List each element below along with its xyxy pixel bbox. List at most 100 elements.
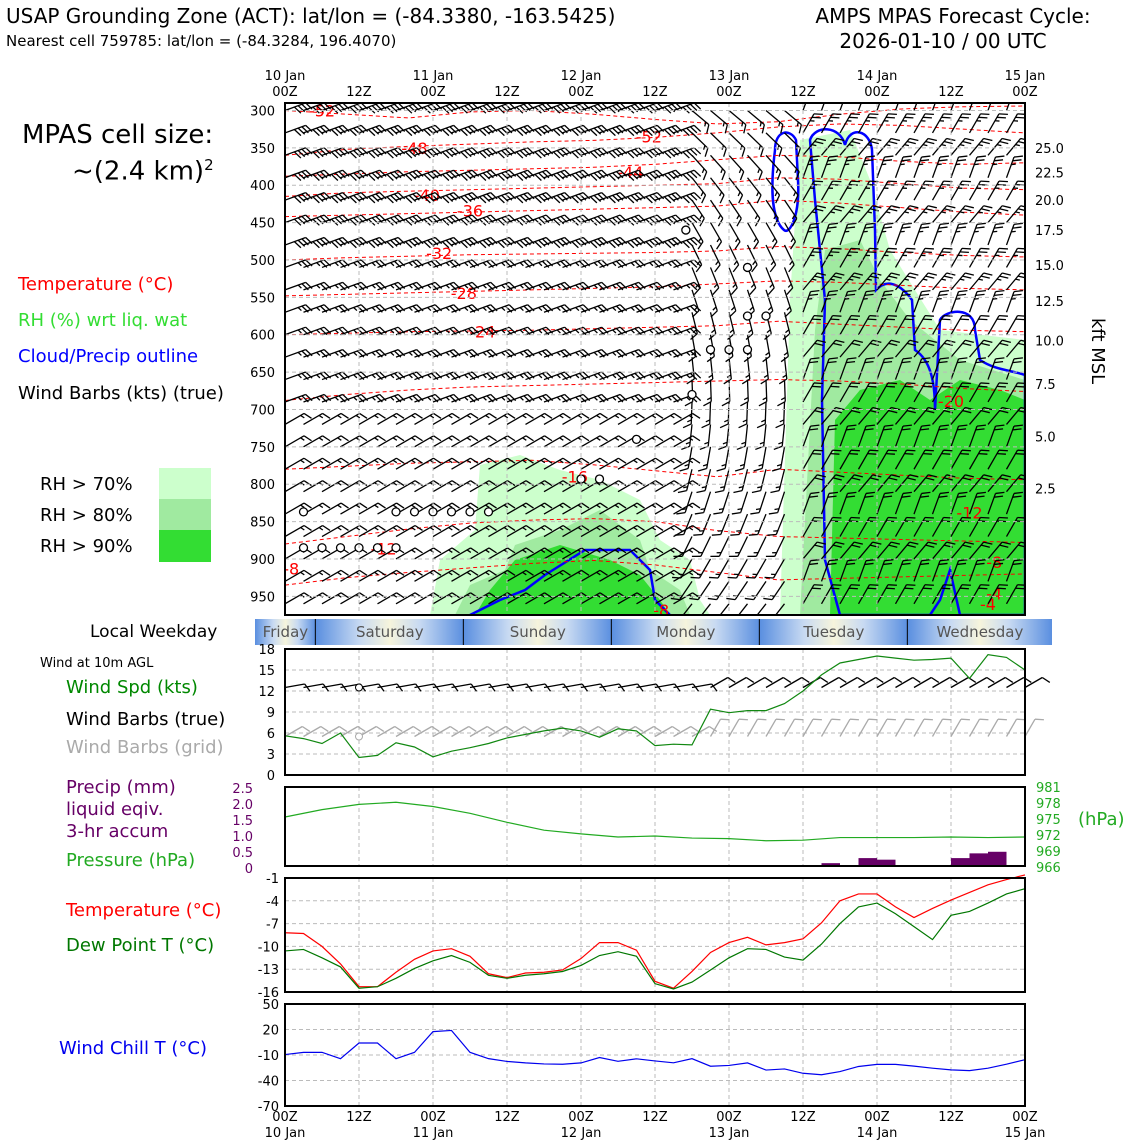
barb-half — [796, 121, 799, 127]
wind-barb — [1005, 180, 1025, 201]
wind-barb — [913, 180, 934, 201]
barb-flag — [673, 480, 682, 487]
wind-barb — [839, 137, 863, 156]
grid-wind-barb — [284, 725, 311, 738]
barb-flag — [534, 196, 542, 204]
barb-half — [612, 351, 617, 356]
wind-barb — [987, 222, 1005, 246]
barb-flag — [890, 339, 900, 343]
wind-tick-label: 12 — [258, 685, 275, 700]
barb-flag — [390, 217, 398, 225]
barb-flag — [978, 318, 988, 321]
barb-staff — [784, 676, 803, 689]
wind-barb — [775, 401, 786, 429]
barb-flag — [977, 86, 986, 92]
wind-barb — [876, 315, 897, 336]
barb-flag — [649, 194, 657, 203]
barb-flag — [941, 318, 951, 321]
barb-flag — [978, 251, 988, 254]
barb-half — [501, 329, 506, 334]
barb-flag — [782, 333, 791, 340]
barb-half — [696, 260, 701, 266]
barb-flag — [501, 194, 509, 203]
wind-barb — [691, 199, 705, 227]
calm-wind-marker — [446, 507, 457, 517]
wind-barb — [636, 236, 665, 249]
barb-half — [941, 211, 946, 214]
barb-flag — [449, 725, 459, 732]
barb-flag — [975, 293, 985, 297]
barb-staff — [857, 103, 867, 111]
barb-flag — [1031, 157, 1040, 163]
wind-barb — [857, 103, 867, 111]
barb-flag — [693, 192, 702, 200]
barb-flag — [359, 412, 368, 419]
barb-flag — [390, 239, 398, 247]
legend-cloud: Cloud/Precip outline — [18, 346, 199, 367]
barb-flag — [809, 360, 819, 364]
barb-staff — [746, 718, 759, 737]
barb-flag — [371, 194, 380, 203]
wind-barb — [693, 513, 712, 536]
barb-flag — [404, 129, 413, 137]
barb-half — [738, 168, 742, 174]
grid-wind-barb — [617, 725, 644, 738]
barb-half — [649, 307, 654, 312]
barb-flag — [850, 247, 860, 250]
barb-flag — [414, 524, 423, 531]
barb-flag — [689, 215, 698, 224]
barb-half — [957, 120, 963, 122]
wind-barb — [1005, 247, 1025, 268]
wind-barb — [839, 272, 863, 291]
barb-flag — [767, 533, 777, 536]
wind-barb — [746, 199, 761, 227]
barb-flag — [482, 150, 491, 158]
true-wind-barb — [876, 676, 903, 689]
barb-flag — [589, 241, 598, 249]
wind-barb — [710, 536, 730, 558]
barb-flag — [636, 412, 645, 419]
barb-flag — [846, 293, 856, 297]
wind-barb — [688, 334, 697, 363]
barb-flag — [925, 275, 935, 279]
wind-barb — [768, 491, 786, 515]
barb-half — [316, 307, 321, 312]
wind-barb — [543, 304, 572, 313]
grid-wind-barb — [765, 718, 785, 737]
barb-flag — [693, 371, 702, 379]
pressure-tick-label: 972 — [1036, 829, 1061, 844]
wind-barb — [1024, 517, 1025, 537]
wind-barb — [728, 267, 738, 295]
wind-barb — [950, 315, 971, 336]
wind-barb — [599, 192, 628, 204]
barb-flag — [349, 196, 357, 204]
barb-staff — [395, 725, 414, 738]
barb-half — [593, 329, 598, 334]
barb-half — [556, 374, 561, 379]
barb-half — [1034, 278, 1038, 282]
barb-half — [702, 145, 706, 150]
barb-flag — [667, 194, 676, 203]
barb-flag — [303, 412, 312, 419]
barb-half — [918, 297, 924, 300]
wind-barb — [802, 137, 826, 156]
wind-barb — [931, 113, 953, 134]
isotherm-line — [285, 518, 1025, 545]
barb-flag — [673, 412, 682, 419]
pressure-tick-label: 300 — [250, 104, 275, 119]
barb-flag — [832, 342, 842, 347]
barb-flag — [831, 718, 841, 721]
barb-flag — [340, 592, 349, 599]
barb-flag — [593, 217, 602, 225]
barb-flag — [1017, 208, 1025, 212]
calm-wind-marker — [298, 543, 309, 553]
barb-flag — [864, 360, 874, 364]
barb-flag — [571, 196, 579, 204]
barb-half — [700, 191, 704, 197]
barb-flag — [957, 159, 967, 162]
wind-barb — [931, 155, 949, 178]
barb-staff — [414, 725, 433, 738]
barb-half — [1011, 163, 1016, 166]
barb-flag — [538, 172, 546, 180]
barb-half — [706, 396, 712, 401]
